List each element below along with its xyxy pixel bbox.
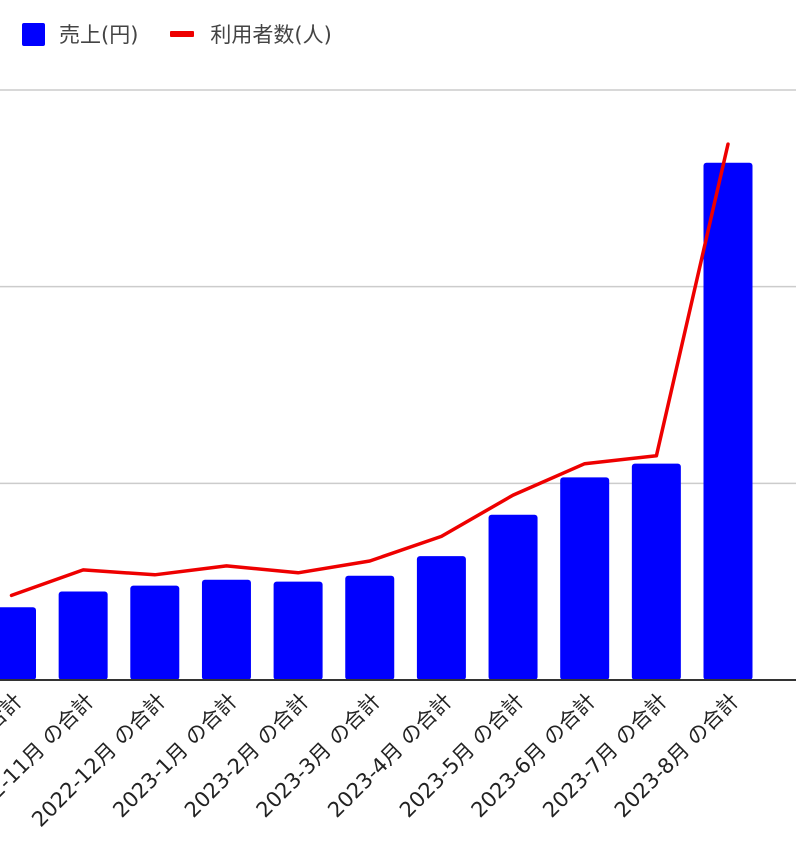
x-tick-label-4: 2023-1月 の合計	[108, 689, 242, 823]
bar-8	[488, 514, 538, 680]
x-tick-label-11: 2023-8月 の合計	[610, 689, 744, 823]
bar-10	[631, 463, 681, 680]
legend-label-sales: 売上(円)	[59, 23, 139, 47]
bar-2	[58, 591, 108, 680]
legend-swatch-users	[170, 31, 195, 37]
bar-1	[0, 607, 36, 680]
x-tick-label-8: 2023-5月 の合計	[395, 689, 529, 823]
legend-item-users[interactable]: 利用者数(人)	[170, 19, 332, 49]
x-tick-label-6: 2023-3月 の合計	[252, 689, 386, 823]
bar-7	[416, 556, 466, 680]
bar-3	[130, 585, 180, 680]
legend-label-users: 利用者数(人)	[210, 23, 332, 47]
x-tick-label-9: 2023-6月 の合計	[467, 689, 601, 823]
legend-swatch-sales	[22, 22, 45, 46]
legend-item-sales[interactable]: 売上(円)	[22, 19, 138, 49]
bar-11	[703, 162, 753, 680]
bar-4	[201, 579, 251, 680]
bar-5	[273, 581, 323, 680]
x-tick-label-10: 2023-7月 の合計	[538, 689, 672, 823]
x-tick-label-5: 2023-2月 の合計	[180, 689, 314, 823]
bar-6	[345, 575, 395, 680]
series-line-users	[9, 142, 730, 598]
bar-9	[560, 477, 610, 680]
x-tick-label-3: 2022-12月 の合計	[27, 689, 170, 832]
chart-legend: 売上(円) 利用者数(人)	[22, 18, 364, 50]
x-tick-label-7: 2023-4月 の合計	[323, 689, 457, 823]
